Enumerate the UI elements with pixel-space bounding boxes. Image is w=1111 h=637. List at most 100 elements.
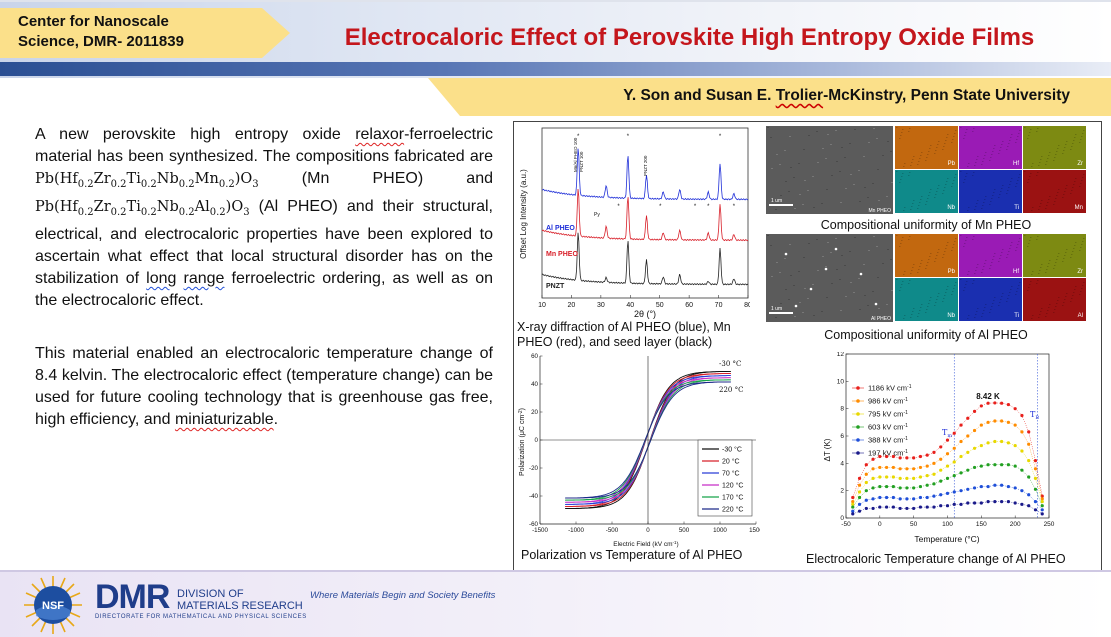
element-map-noise xyxy=(1047,266,1049,267)
ec-data-point xyxy=(993,419,997,423)
ec-data-point xyxy=(972,446,977,450)
element-map-tile xyxy=(959,278,1022,321)
element-map-noise xyxy=(935,302,937,303)
element-map-noise xyxy=(928,303,930,304)
element-map-noise xyxy=(1062,153,1064,154)
element-map-noise xyxy=(1072,143,1074,144)
ec-data-point xyxy=(1027,442,1031,446)
element-map-noise xyxy=(1019,174,1021,175)
ec-data-point xyxy=(851,505,855,509)
pe-ytick-label: -40 xyxy=(529,493,539,500)
ec-data-point xyxy=(1013,407,1017,411)
sem-particle xyxy=(794,304,798,308)
ec-data-point xyxy=(986,441,990,445)
element-map-noise xyxy=(909,280,911,281)
element-map-noise xyxy=(1073,292,1075,293)
element-map-noise xyxy=(921,152,923,153)
ec-data-point xyxy=(1027,475,1031,479)
sem-image xyxy=(766,234,893,322)
element-map-noise xyxy=(1027,246,1029,247)
element-map-noise xyxy=(1032,271,1034,272)
element-map-noise xyxy=(902,129,904,130)
element-map-noise xyxy=(1029,132,1031,133)
element-map-noise xyxy=(1017,180,1019,181)
ec-data-point xyxy=(1006,420,1010,424)
sem-speckle xyxy=(831,175,833,176)
sem-scale-label: 1 um xyxy=(771,198,782,204)
element-map-noise xyxy=(953,180,955,181)
element-map-noise xyxy=(974,273,976,274)
sem-speckle xyxy=(877,277,879,278)
p2-b: . xyxy=(273,411,279,428)
sem-speckle xyxy=(780,195,782,196)
ec-data-point xyxy=(912,456,916,460)
sem-speckle xyxy=(775,209,777,210)
ec-data-point xyxy=(891,484,895,489)
sem-speckle xyxy=(890,151,892,152)
xrd-xtick-label: 10 xyxy=(538,302,546,309)
ec-data-point xyxy=(878,465,882,470)
ec-data-point xyxy=(885,454,889,459)
ec-data-point xyxy=(898,476,902,480)
ec-data-point xyxy=(905,486,909,490)
element-map-noise xyxy=(1007,146,1009,147)
sem-speckle xyxy=(839,171,841,172)
ec-data-point xyxy=(925,495,929,500)
element-map-noise xyxy=(951,250,953,251)
element-map-noise xyxy=(1018,133,1020,134)
element-map-noise xyxy=(912,159,914,160)
sem-speckle xyxy=(784,150,786,151)
element-map-noise xyxy=(1030,173,1032,174)
ec-data-point xyxy=(1006,484,1010,489)
element-map-noise xyxy=(911,270,913,271)
sem-speckle xyxy=(803,257,805,258)
element-map-noise xyxy=(1049,196,1051,197)
sem-speckle xyxy=(794,316,796,317)
element-map-noise xyxy=(991,262,993,263)
element-map-noise xyxy=(982,313,984,314)
caption-ec: Electrocaloric Temperature change of Al … xyxy=(806,552,1066,566)
ec-xtick-label: 200 xyxy=(1010,521,1021,528)
element-map-noise xyxy=(977,200,979,201)
ec-data-point xyxy=(878,454,882,459)
element-map-noise xyxy=(1008,143,1010,144)
element-map-label: Al xyxy=(1078,313,1083,319)
element-map-noise xyxy=(1053,204,1055,205)
element-map-noise xyxy=(926,265,928,266)
authors-underlined: Trolier xyxy=(775,87,824,104)
element-map-noise xyxy=(975,162,977,163)
sem-speckle xyxy=(798,163,800,164)
element-map-noise xyxy=(974,317,976,318)
element-map-noise xyxy=(911,206,913,207)
sem-speckle xyxy=(853,184,855,185)
ec-data-point xyxy=(979,501,983,505)
pe-ytick-label: 20 xyxy=(531,409,538,416)
sem-speckle xyxy=(780,303,782,304)
element-map-noise xyxy=(951,142,953,143)
ec-data-point xyxy=(959,502,963,506)
sem-speckle xyxy=(830,252,832,253)
element-map-noise xyxy=(954,285,956,286)
sem-particle xyxy=(834,247,838,251)
element-map-noise xyxy=(965,176,967,177)
element-map-noise xyxy=(1066,293,1068,294)
element-map-noise xyxy=(953,136,955,137)
pe-legend-label: 120 °C xyxy=(722,482,743,490)
element-map-noise xyxy=(989,312,991,313)
sem-speckle xyxy=(887,249,889,250)
element-map-noise xyxy=(994,253,996,254)
element-map-noise xyxy=(1015,250,1017,251)
element-map-noise xyxy=(966,173,968,174)
element-map-noise xyxy=(1040,267,1042,268)
element-map-noise xyxy=(1000,255,1002,256)
sem-speckle xyxy=(891,290,893,291)
xrd-series-line xyxy=(541,148,749,201)
ec-data-point xyxy=(925,505,929,509)
element-map-noise xyxy=(992,259,994,260)
ec-data-point xyxy=(891,495,895,500)
xrd-xtick-label: 70 xyxy=(715,302,723,309)
sem-speckle xyxy=(767,235,769,236)
element-map-noise xyxy=(981,208,983,209)
element-map-noise xyxy=(983,266,985,267)
sem-speckle xyxy=(882,155,884,156)
